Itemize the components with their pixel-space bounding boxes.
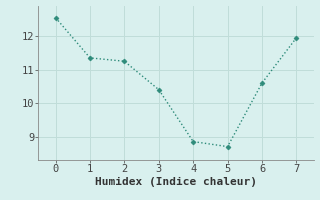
X-axis label: Humidex (Indice chaleur): Humidex (Indice chaleur) (95, 177, 257, 187)
